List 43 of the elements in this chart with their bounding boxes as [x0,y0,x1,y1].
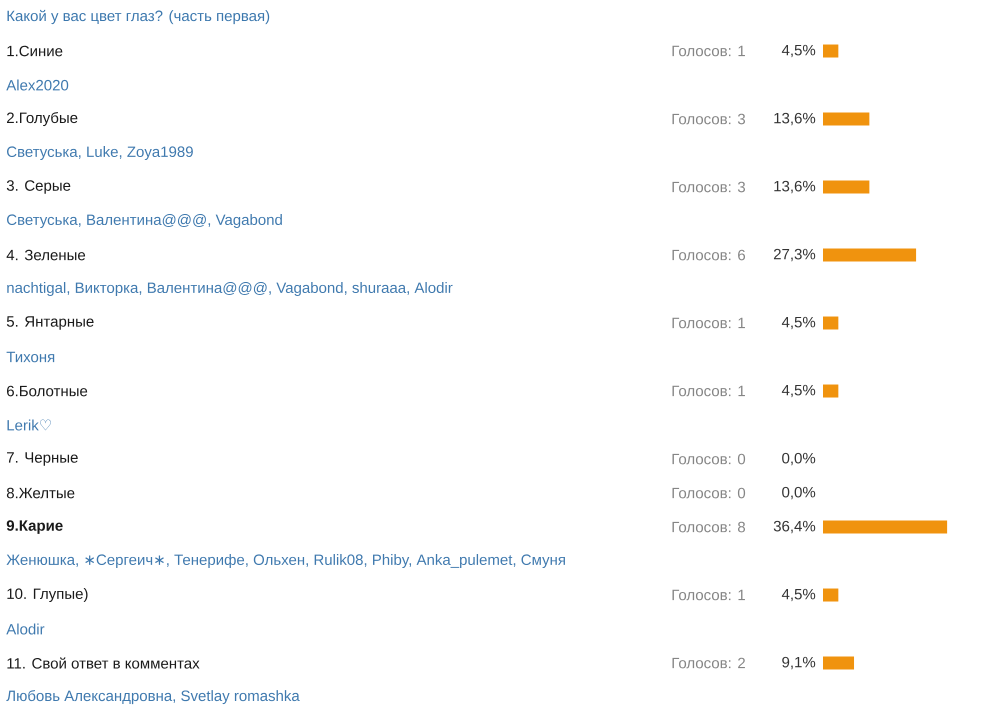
y-tick-label: 2.Голубые [7,112,78,126]
text: Женюшка, ∗Сергеич∗, Тенерифе, Ольхен, Rulik08, Phiby, Anka_pulemet, Смуня [6,554,565,568]
y-tick-label: 5. Янтарные [6,316,94,330]
data-label: 4,5% [782,384,816,398]
text: Голосов: 2 [672,658,745,668]
data-label: 0,0% [782,452,816,466]
data-label: 9,1% [782,656,816,670]
y-tick-label: 6.Болотные [7,386,88,396]
text: Голосов: 3 [672,114,746,124]
data-label: 13,6% [774,180,816,194]
text: Голосов: 1 [672,46,745,56]
text: nachtigal, Викторка, Валентина@@@, Vagabond, shuraaa, Alodir [7,282,453,296]
y-tick-label: 8.Желтые [6,488,74,498]
data-label: 13,6% [774,112,816,126]
text: Голосов: 1 [672,318,745,328]
y-tick-label: 10. Глупые) [7,588,88,602]
text: Голосов: 0 [672,488,746,498]
text: Какой у вас цвет глаз? (часть первая) [7,10,270,24]
text: Тихоня [6,352,54,362]
text: Светуська, Luke, Zoya1989 [7,146,193,160]
text: Голосов: 1 [672,590,745,600]
data-label: 0,0% [782,486,816,500]
text: Светуська, Валентина@@@, Vagabond [7,214,282,228]
text: Голосов: 6 [672,250,746,260]
text: Lerik♡ [7,420,51,431]
text: Любовь Александровна, Svetlay romashka [6,690,300,704]
data-label: 4,5% [782,316,816,330]
y-tick-label: 7. Черные [7,452,78,466]
text: Голосов: 3 [672,182,746,192]
data-label: 4,5% [782,588,816,602]
text: Голосов: 8 [672,522,746,532]
data-label: 4,5% [782,44,816,58]
text: Голосов: 0 [672,454,746,464]
data-label: 36,4% [774,520,816,534]
y-tick-label: 9.Карие [6,520,63,534]
y-tick-label: 4. Зеленые [6,250,86,260]
y-tick-label: 3. Серые [6,180,70,194]
data-label: 27,3% [774,248,816,262]
y-tick-label: 11. Свой ответ в комментах [7,657,200,669]
text: Alodir [6,624,44,635]
text: Голосов: 1 [672,386,745,396]
text: Alex2020 [6,80,68,91]
y-tick-label: 1.Синие [7,46,62,56]
